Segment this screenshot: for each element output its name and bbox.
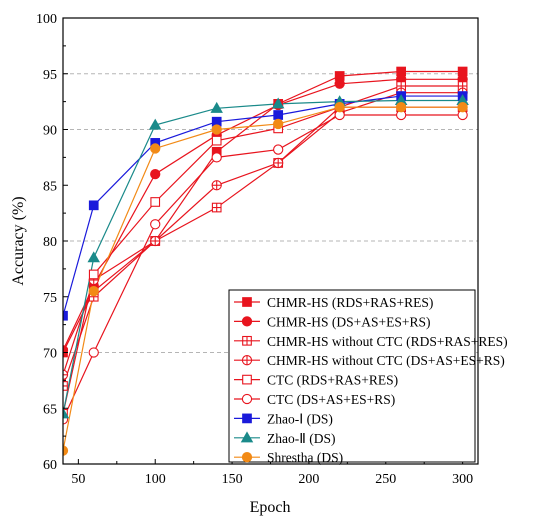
data-point (88, 347, 99, 358)
data-point (395, 102, 407, 113)
legend-label: Zhao-Ⅰ (DS) (267, 411, 333, 426)
x-tick-label: 300 (452, 472, 473, 487)
x-tick-label: 200 (298, 472, 319, 487)
legend-label: CHMR-HS (DS+AS+ES+RS) (267, 314, 431, 329)
data-point (334, 78, 345, 89)
legend-marker (242, 374, 252, 385)
y-tick-label: 65 (43, 402, 57, 417)
series-layer (63, 66, 469, 456)
data-point (148, 118, 162, 130)
data-point (334, 102, 345, 113)
data-point (211, 180, 222, 191)
legend-marker (241, 452, 253, 463)
y-tick-label: 95 (43, 68, 57, 83)
y-tick-label: 100 (36, 12, 57, 27)
legend-label: Shrestha (DS) (267, 450, 343, 465)
y-tick-label: 75 (43, 291, 57, 306)
data-point (88, 269, 99, 280)
x-axis-label: Epoch (250, 499, 291, 516)
legend-marker (242, 335, 252, 346)
series-line (63, 106, 463, 451)
legend-label: CTC (RDS+RAS+RES) (267, 373, 398, 388)
series-line (63, 85, 463, 387)
data-point (273, 118, 284, 130)
plot-area (63, 66, 469, 456)
y-tick-label: 70 (43, 347, 57, 362)
data-point (211, 202, 222, 213)
data-point (211, 124, 222, 135)
legend-marker (242, 413, 252, 424)
data-point (150, 235, 161, 247)
series-line (63, 95, 463, 316)
legend-marker (240, 431, 254, 443)
legend: CHMR-HS (RDS+RAS+RES) CHMR-HS (DS+AS+ES+R… (228, 289, 508, 465)
x-tick-label: 50 (71, 472, 85, 487)
data-point (88, 286, 99, 297)
series-line (63, 114, 463, 420)
legend-box (228, 289, 476, 463)
data-point (210, 101, 223, 113)
y-tick-label: 80 (43, 235, 57, 250)
data-point (271, 97, 285, 109)
legend-marker (241, 316, 253, 327)
axis-ticks: 50 100 150 200 250 300 60 65 70 75 80 85 90 95 100 (36, 12, 473, 487)
legend-label: CTC (DS+AS+ES+RS) (267, 392, 395, 407)
legend-label: CHMR-HS (RDS+RAS+RES) (267, 295, 433, 310)
series-line (63, 70, 463, 353)
y-tick-label: 85 (43, 179, 57, 194)
legend-label: CHMR-HS without CTC (DS+AS+ES+RS) (267, 353, 505, 368)
data-point (211, 152, 222, 163)
data-point (150, 197, 161, 207)
legend-marker (242, 297, 252, 307)
x-tick-label: 150 (222, 472, 243, 487)
x-tick-label: 100 (145, 472, 166, 487)
legend-label: CHMR-HS without CTC (RDS+RAS+RES) (267, 334, 508, 349)
series-line (63, 99, 463, 414)
data-point (150, 168, 161, 180)
data-point (211, 135, 222, 146)
data-point (88, 200, 99, 211)
series-line (63, 92, 463, 375)
legend-marker (241, 355, 253, 366)
data-point (150, 219, 161, 230)
y-tick-label: 90 (43, 124, 57, 139)
data-point (150, 143, 161, 154)
legend-marker (241, 393, 253, 405)
data-point (87, 251, 100, 263)
data-point (273, 157, 284, 169)
y-axis-label: Accuracy (%) (10, 196, 27, 285)
data-point (273, 144, 284, 155)
legend-label: Zhao-Ⅱ (DS) (267, 431, 336, 446)
data-point (273, 110, 284, 120)
y-tick-label: 60 (43, 458, 57, 473)
data-point (457, 102, 468, 113)
x-tick-label: 250 (375, 472, 396, 487)
